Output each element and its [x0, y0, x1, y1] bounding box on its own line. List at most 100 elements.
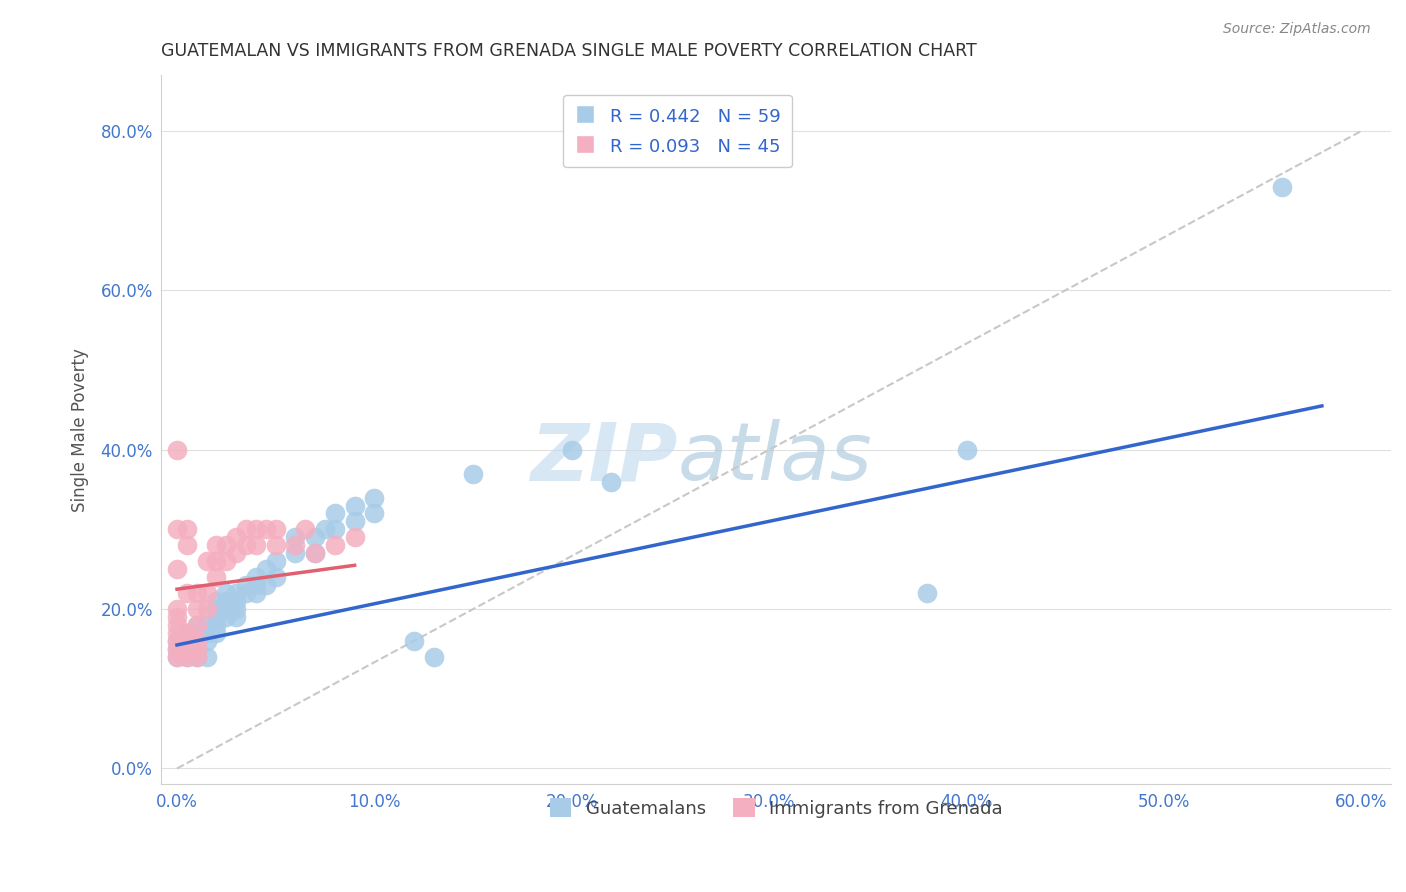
- Point: [225, 530, 247, 544]
- Point: [363, 507, 385, 521]
- Point: [343, 499, 366, 513]
- Point: [176, 634, 198, 648]
- Point: [245, 538, 267, 552]
- Point: [294, 523, 316, 537]
- Point: [323, 523, 346, 537]
- Point: [225, 610, 247, 624]
- Point: [314, 523, 336, 537]
- Point: [225, 586, 247, 600]
- Point: [176, 642, 198, 657]
- Point: [205, 554, 228, 568]
- Point: [195, 602, 218, 616]
- Point: [166, 610, 188, 624]
- Text: Source: ZipAtlas.com: Source: ZipAtlas.com: [1223, 22, 1371, 37]
- Point: [176, 626, 198, 640]
- Point: [600, 475, 623, 489]
- Point: [225, 546, 247, 560]
- Point: [176, 649, 198, 664]
- Point: [284, 530, 307, 544]
- Point: [166, 562, 188, 576]
- Point: [186, 649, 208, 664]
- Point: [180, 642, 202, 657]
- Point: [186, 642, 208, 657]
- Point: [264, 538, 287, 552]
- Point: [422, 649, 444, 664]
- Point: [186, 602, 208, 616]
- Point: [254, 578, 277, 592]
- Point: [180, 634, 202, 648]
- Point: [166, 649, 188, 664]
- Point: [235, 523, 257, 537]
- Point: [186, 649, 208, 664]
- Point: [245, 578, 267, 592]
- Point: [205, 538, 228, 552]
- Point: [284, 546, 307, 560]
- Point: [245, 570, 267, 584]
- Point: [225, 594, 247, 608]
- Point: [176, 538, 198, 552]
- Point: [323, 507, 346, 521]
- Point: [195, 626, 218, 640]
- Point: [176, 649, 198, 664]
- Point: [254, 523, 277, 537]
- Point: [561, 442, 583, 457]
- Point: [176, 626, 198, 640]
- Point: [195, 634, 218, 648]
- Point: [363, 491, 385, 505]
- Point: [264, 570, 287, 584]
- Point: [176, 586, 198, 600]
- Point: [323, 538, 346, 552]
- Point: [245, 523, 267, 537]
- Text: atlas: atlas: [678, 419, 873, 497]
- Point: [186, 642, 208, 657]
- Point: [166, 523, 188, 537]
- Point: [254, 562, 277, 576]
- Point: [235, 538, 257, 552]
- Point: [343, 530, 366, 544]
- Point: [186, 626, 208, 640]
- Point: [304, 530, 326, 544]
- Point: [215, 594, 238, 608]
- Point: [402, 634, 425, 648]
- Point: [955, 442, 977, 457]
- Point: [195, 554, 218, 568]
- Point: [304, 546, 326, 560]
- Point: [166, 602, 188, 616]
- Point: [166, 642, 188, 657]
- Point: [915, 586, 938, 600]
- Text: GUATEMALAN VS IMMIGRANTS FROM GRENADA SINGLE MALE POVERTY CORRELATION CHART: GUATEMALAN VS IMMIGRANTS FROM GRENADA SI…: [162, 42, 977, 60]
- Point: [166, 626, 188, 640]
- Point: [195, 649, 218, 664]
- Point: [166, 642, 188, 657]
- Point: [186, 618, 208, 632]
- Point: [166, 442, 188, 457]
- Point: [195, 586, 218, 600]
- Point: [205, 618, 228, 632]
- Point: [245, 586, 267, 600]
- Point: [205, 610, 228, 624]
- Point: [205, 594, 228, 608]
- Point: [461, 467, 484, 481]
- Point: [166, 634, 188, 648]
- Point: [205, 626, 228, 640]
- Point: [205, 602, 228, 616]
- Point: [264, 554, 287, 568]
- Point: [166, 634, 188, 648]
- Point: [195, 618, 218, 632]
- Point: [1271, 179, 1294, 194]
- Point: [343, 515, 366, 529]
- Point: [176, 642, 198, 657]
- Point: [176, 523, 198, 537]
- Point: [215, 610, 238, 624]
- Point: [304, 546, 326, 560]
- Point: [235, 586, 257, 600]
- Point: [284, 538, 307, 552]
- Point: [215, 586, 238, 600]
- Point: [166, 649, 188, 664]
- Point: [225, 602, 247, 616]
- Point: [215, 602, 238, 616]
- Legend: Guatemalans, Immigrants from Grenada: Guatemalans, Immigrants from Grenada: [543, 791, 1010, 825]
- Point: [186, 634, 208, 648]
- Point: [186, 586, 208, 600]
- Point: [215, 554, 238, 568]
